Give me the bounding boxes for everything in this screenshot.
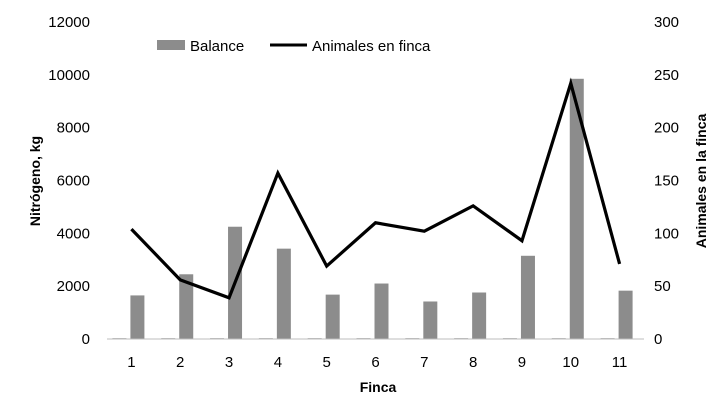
- left-axis-ticks: 0 2000 4000 6000 8000 10000 12000: [48, 14, 90, 348]
- x-tick-label: 3: [225, 354, 233, 371]
- x-tick-label: 5: [323, 354, 331, 371]
- x-tick-label: 7: [420, 354, 428, 371]
- bars-layer: [112, 78, 633, 339]
- right-axis-ticks: 0 50 100 150 200 250 300: [654, 14, 679, 348]
- x-axis-ticks: 1 2 3 4 5 6 7 8 9 10 11: [127, 354, 627, 371]
- y-tick-label: 6000: [57, 173, 90, 190]
- x-tick-label: 9: [518, 354, 526, 371]
- y2-tick-label: 200: [654, 120, 679, 137]
- y-tick-label: 10000: [48, 67, 90, 84]
- balance-bar: [472, 292, 487, 339]
- balance-bar: [179, 274, 194, 339]
- y-tick-label: 2000: [57, 278, 90, 295]
- y2-tick-label: 0: [654, 331, 662, 348]
- x-tick-label: 4: [274, 354, 282, 371]
- animales-line: [130, 77, 622, 300]
- balance-bar: [130, 295, 145, 339]
- x-tick-label: 6: [371, 354, 379, 371]
- x-axis-title: Finca: [360, 379, 397, 395]
- balance-bar: [374, 283, 389, 339]
- x-tick-label: 11: [612, 354, 628, 371]
- x-tick-label: 8: [469, 354, 477, 371]
- y-tick-label: 0: [82, 331, 90, 348]
- y2-tick-label: 100: [654, 225, 679, 242]
- balance-bar: [276, 248, 291, 339]
- balance-bar: [423, 301, 438, 339]
- legend-label-animales: Animales en finca: [312, 38, 431, 55]
- y2-tick-label: 250: [654, 67, 679, 84]
- x-tick-label: 10: [562, 354, 579, 371]
- balance-bar: [569, 78, 584, 339]
- y-tick-label: 4000: [57, 225, 90, 242]
- y-tick-label: 8000: [57, 120, 90, 137]
- legend-swatch-balance: [157, 40, 185, 50]
- y2-tick-label: 150: [654, 173, 679, 190]
- x-tick-label: 2: [176, 354, 184, 371]
- y-tick-label: 12000: [48, 14, 90, 31]
- balance-bar: [325, 294, 340, 339]
- legend-label-balance: Balance: [190, 38, 244, 55]
- legend: Balance Animales en finca: [157, 38, 431, 55]
- x-tick-label: 1: [127, 354, 135, 371]
- y2-tick-label: 50: [654, 278, 671, 295]
- balance-bar: [520, 255, 535, 339]
- line-layer: [130, 77, 622, 300]
- balance-bar: [618, 290, 633, 339]
- y2-tick-label: 300: [654, 14, 679, 31]
- y2-axis-title: Animales en la finca: [693, 113, 709, 248]
- y-axis-title: Nitrógeno, kg: [27, 136, 43, 226]
